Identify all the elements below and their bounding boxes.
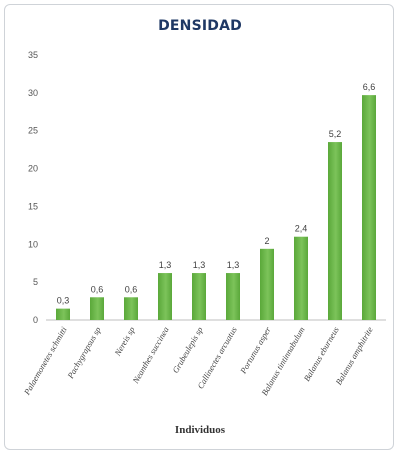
category-label: Palaemonetes schmitti xyxy=(21,324,69,397)
bar xyxy=(294,236,308,320)
data-labels-group: 0,3 0,6 0,6 1,3 1,3 1,3 2 2,4 5,2 6,6 xyxy=(57,82,376,306)
data-label: 1,3 xyxy=(159,260,172,270)
data-label: 2 xyxy=(264,236,269,246)
data-label: 0,6 xyxy=(91,284,104,294)
y-tick-label: 5 xyxy=(33,277,38,287)
bar xyxy=(226,273,240,320)
data-label: 1,3 xyxy=(227,260,240,270)
data-label: 0,3 xyxy=(57,296,70,306)
y-axis: 0 5 10 15 20 25 30 35 xyxy=(28,50,38,325)
data-label: 0,6 xyxy=(125,284,138,294)
data-label: 6,6 xyxy=(363,82,376,92)
y-tick-label: 30 xyxy=(28,88,38,98)
y-tick-label: 25 xyxy=(28,126,38,136)
category-label: Pachygrapsus sp xyxy=(65,325,103,381)
category-label: Balanus eburneus xyxy=(301,324,341,383)
bar xyxy=(328,142,342,320)
bars-group xyxy=(56,95,376,320)
bar xyxy=(56,308,70,320)
y-tick-label: 20 xyxy=(28,164,38,174)
y-tick-label: 15 xyxy=(28,201,38,211)
category-label: Balanus amphitrite xyxy=(333,325,374,387)
category-label: Portunus asper xyxy=(237,324,273,376)
category-label: Nereis sp xyxy=(112,325,137,358)
data-label: 1,3 xyxy=(193,260,206,270)
category-label: Neanthes succinea xyxy=(130,325,171,386)
x-axis-title: Individuos xyxy=(174,424,226,436)
bar xyxy=(124,297,138,320)
chart-title: DENSIDAD xyxy=(158,18,242,34)
bar xyxy=(90,297,104,320)
y-tick-label: 0 xyxy=(33,315,38,325)
bar xyxy=(362,95,376,320)
bar xyxy=(192,273,206,320)
bar xyxy=(158,273,172,320)
bar xyxy=(260,248,274,320)
category-label: Grubeulepis sp xyxy=(170,325,205,375)
data-label: 2,4 xyxy=(295,224,308,234)
y-tick-label: 10 xyxy=(28,239,38,249)
data-label: 5,2 xyxy=(329,129,342,139)
y-tick-label: 35 xyxy=(28,50,38,60)
